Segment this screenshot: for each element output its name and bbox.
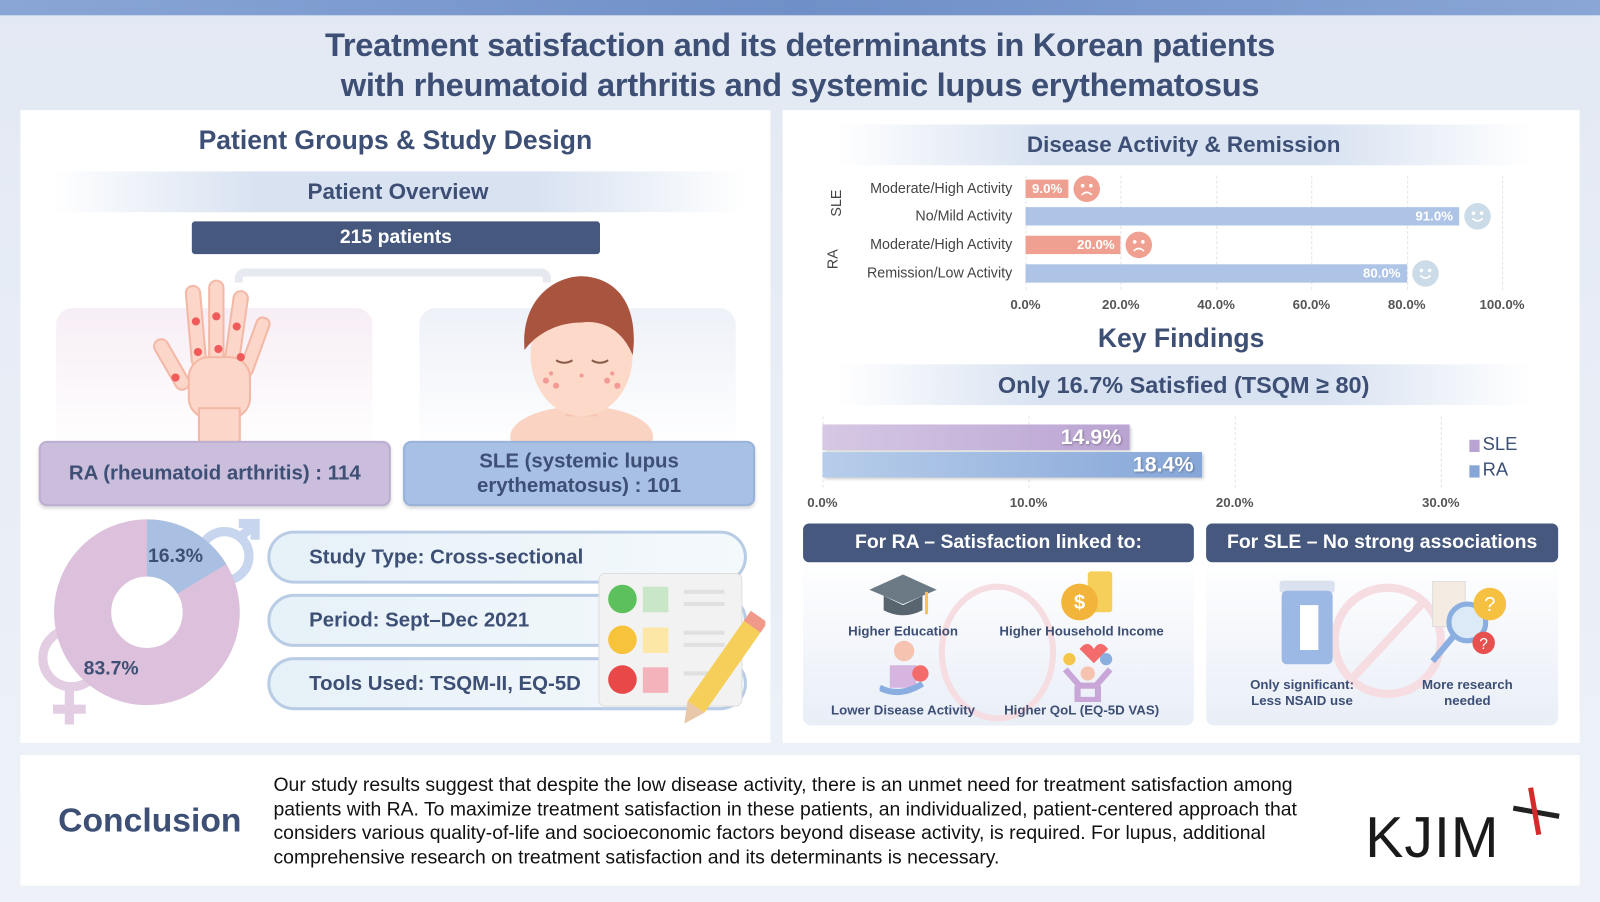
legend-swatch-sle xyxy=(1469,439,1480,453)
factor-education: Higher Education xyxy=(848,623,958,639)
satisfied-banner: Only 16.7% Satisfied (TSQM ≥ 80) xyxy=(836,364,1531,406)
gridline xyxy=(1025,175,1027,290)
patient-heart-icon xyxy=(879,640,929,696)
male-pct-label: 16.3% xyxy=(147,545,203,568)
x-tick-label: 20.0% xyxy=(1215,494,1254,511)
category-label: No/Mild Activity xyxy=(915,207,1013,224)
hand-icon xyxy=(153,279,271,444)
patient-groups-heading: Patient Groups & Study Design xyxy=(198,124,593,156)
title-line-2: with rheumatoid arthritis and systemic l… xyxy=(340,66,1260,104)
svg-text:$: $ xyxy=(1074,592,1086,614)
nsaid-line-2: Less NSAID use xyxy=(1251,692,1353,709)
x-tick-label: 0.0% xyxy=(807,494,838,511)
ra-box-title: For RA – Satisfaction linked to: xyxy=(803,523,1194,563)
coins-icon: $ xyxy=(1061,571,1113,621)
conclusion-panel xyxy=(20,755,1580,886)
ra-decor-ring xyxy=(938,583,1057,722)
bar-value-label: 14.9% xyxy=(1060,425,1122,449)
logo-text: KJIM xyxy=(1365,805,1500,870)
face-rash-icon xyxy=(510,276,654,442)
research-line-2: needed xyxy=(1444,692,1491,709)
svg-text:?: ? xyxy=(1479,636,1488,653)
disease-activity-chart: 0.0% 20.0% 40.0% 60.0% 80.0% 100.0% SLE RA Moder… xyxy=(0,0,1600,327)
disease-activity-heading: Disease Activity & Remission xyxy=(836,124,1531,166)
female-pct-label: 83.7% xyxy=(83,658,139,680)
x-tick-label: 60.0% xyxy=(1292,296,1331,313)
bar-sle: 14.9% xyxy=(822,424,1130,450)
sad-face-icon xyxy=(1073,175,1101,203)
bar-value-label: 80.0% xyxy=(1362,265,1401,281)
conclusion-label: Conclusion xyxy=(58,801,242,839)
sle-factor-nsaid: Only significant: Less NSAID use xyxy=(1205,677,1399,710)
connector xyxy=(234,268,552,283)
donut-slice-male xyxy=(54,519,240,706)
legend-swatch-ra xyxy=(1469,465,1480,478)
quality-of-life-icon xyxy=(1062,643,1113,703)
factor-income: Higher Household Income xyxy=(999,623,1164,639)
kjim-logo: KJIM xyxy=(1365,804,1499,870)
satisfaction-chart: 0.0% 10.0% 20.0% 30.0% 14.9% SLE 18.4% RA xyxy=(807,416,1518,511)
key-findings-heading: Key Findings xyxy=(1097,322,1265,354)
bar-value-label: 20.0% xyxy=(1077,236,1115,253)
happy-face-icon xyxy=(1464,203,1491,230)
factor-qol: Higher QoL (EQ-5D VAS) xyxy=(1004,702,1160,718)
x-tick-label: 100.0% xyxy=(1479,296,1525,313)
sle-box-title: For SLE – No strong associations xyxy=(1206,523,1559,563)
category-label: Moderate/High Activity xyxy=(870,235,1013,253)
bar-value-label: 9.0% xyxy=(1032,180,1063,196)
bar: 20.0% xyxy=(1025,235,1121,255)
x-tick-label: 20.0% xyxy=(1101,296,1140,313)
pill-bottle-icon xyxy=(1279,580,1335,665)
tools-pill: Tools Used: TSQM-II, EQ-5D xyxy=(267,657,747,711)
research-line-1: More research xyxy=(1421,676,1513,692)
x-tick-label: 80.0% xyxy=(1387,296,1426,313)
legend-label-sle: SLE xyxy=(1482,433,1518,455)
graduation-cap-icon xyxy=(869,574,937,616)
happy-face-icon xyxy=(1411,260,1439,287)
gridline xyxy=(1440,416,1442,488)
x-tick-label: 10.0% xyxy=(1009,494,1048,511)
gridline xyxy=(1406,175,1408,290)
sex-donut-chart xyxy=(38,518,260,725)
svg-text:?: ? xyxy=(1484,594,1495,616)
bar-value-label: 18.4% xyxy=(1132,453,1194,477)
sad-face-icon xyxy=(1125,231,1153,259)
sle-factor-research: More research needed xyxy=(1370,677,1564,710)
category-label: Moderate/High Activity xyxy=(870,179,1013,196)
gridline xyxy=(1028,416,1030,488)
x-tick-label: 30.0% xyxy=(1421,494,1460,511)
gridline xyxy=(822,416,824,488)
gridline xyxy=(1502,175,1504,290)
legend-label-ra: RA xyxy=(1482,459,1509,480)
logo-cross-mark xyxy=(1512,787,1560,836)
gridline xyxy=(1216,175,1218,290)
gridline xyxy=(1234,416,1236,488)
nsaid-line-1: Only significant: xyxy=(1250,676,1354,692)
bar: 9.0% xyxy=(1025,179,1069,198)
survey-checklist-icon xyxy=(598,572,766,724)
no-sign-icon xyxy=(1330,583,1445,698)
sle-group-box: SLE (systemic lupus erythematosus) : 101 xyxy=(403,440,756,507)
research-magnifier-icon: ?? xyxy=(1430,581,1507,664)
bar: 80.0% xyxy=(1025,264,1407,283)
bar: 91.0% xyxy=(1025,207,1460,226)
gridline xyxy=(1311,175,1313,290)
ra-group-box: RA (rheumatoid arthritis) : 114 xyxy=(38,440,391,507)
total-patients-bar: 215 patients xyxy=(191,221,600,255)
title-line-1: Treatment satisfaction and its determina… xyxy=(325,26,1275,64)
bar-ra: 18.4% xyxy=(822,452,1202,478)
sle-group-line-1: SLE (systemic lupus xyxy=(479,449,679,473)
factor-disease-activity: Lower Disease Activity xyxy=(831,702,976,718)
x-tick-label: 40.0% xyxy=(1197,296,1235,313)
x-tick-label: 0.0% xyxy=(1010,296,1041,313)
top-bar xyxy=(0,0,1600,16)
conclusion-text: Our study results suggest that despite t… xyxy=(273,774,1297,868)
sle-group-line-2: erythematosus) : 101 xyxy=(476,474,682,497)
category-label: Remission/Low Activity xyxy=(866,264,1013,281)
patient-overview-band: Patient Overview xyxy=(51,171,745,213)
gridline xyxy=(1120,175,1122,290)
bar-value-label: 91.0% xyxy=(1415,208,1454,224)
